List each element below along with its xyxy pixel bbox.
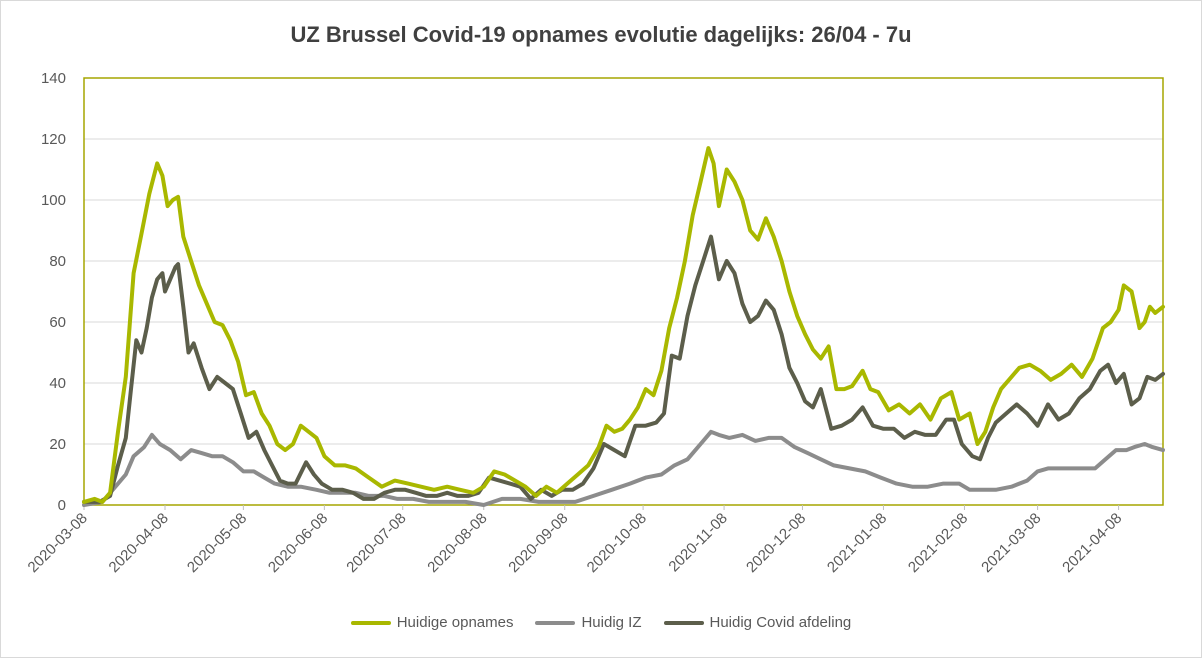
legend-swatch-huidige-opnames	[350, 620, 391, 625]
chart-title: UZ Brussel Covid-19 opnames evolutie dag…	[290, 22, 912, 47]
series-line-huidig-iz	[82, 429, 1165, 507]
x-tick-label: 2021-01-08	[824, 510, 890, 576]
plot-border	[83, 77, 1164, 506]
x-tick-label: 2021-02-08	[905, 510, 971, 576]
series-line-huidige-opnames	[82, 146, 1165, 504]
y-tick-label: 40	[49, 375, 66, 392]
y-tick-label: 120	[41, 131, 66, 148]
x-tick-label: 2020-10-08	[584, 510, 650, 576]
x-tick-label: 2020-08-08	[424, 510, 490, 576]
x-tick-label: 2020-05-08	[184, 510, 250, 576]
x-tick-label: 2020-11-08	[665, 510, 730, 575]
legend-label-huidige-opnames: Huidige opnames	[396, 614, 514, 631]
x-tick-label: 2021-04-08	[1059, 510, 1125, 576]
y-tick-label: 20	[49, 436, 66, 453]
x-tick-label: 2021-03-08	[978, 510, 1044, 576]
y-tick-label: 80	[49, 253, 66, 270]
x-tick-label: 2020-06-08	[265, 510, 331, 576]
legend-item-huidig-iz: Huidig IZ	[535, 614, 642, 631]
x-tick-label: 2020-04-08	[106, 510, 172, 576]
x-tick-label: 2020-12-08	[743, 510, 809, 576]
y-tick-label: 60	[49, 314, 66, 331]
y-tick-label: 140	[41, 70, 66, 87]
legend-swatch-huidig-covid-afdeling	[663, 620, 704, 625]
x-tick-label: 2020-09-08	[505, 510, 571, 576]
legend-swatch-huidig-iz	[535, 620, 576, 625]
x-tick-label: 2020-07-08	[343, 510, 409, 576]
legend-label-huidig-iz: Huidig IZ	[581, 614, 642, 631]
legend-label-huidig-covid-afdeling: Huidig Covid afdeling	[709, 614, 852, 631]
legend: Huidige opnames Huidig IZ Huidig Covid a…	[0, 614, 1202, 631]
y-tick-label: 100	[41, 192, 66, 209]
y-tick-label: 0	[58, 497, 66, 514]
series-line-huidig-covid-afdeling	[82, 234, 1165, 504]
x-tick-label: 2020-03-08	[25, 510, 91, 576]
legend-item-huidige-opnames: Huidige opnames	[350, 614, 514, 631]
legend-item-huidig-covid-afdeling: Huidig Covid afdeling	[663, 614, 852, 631]
